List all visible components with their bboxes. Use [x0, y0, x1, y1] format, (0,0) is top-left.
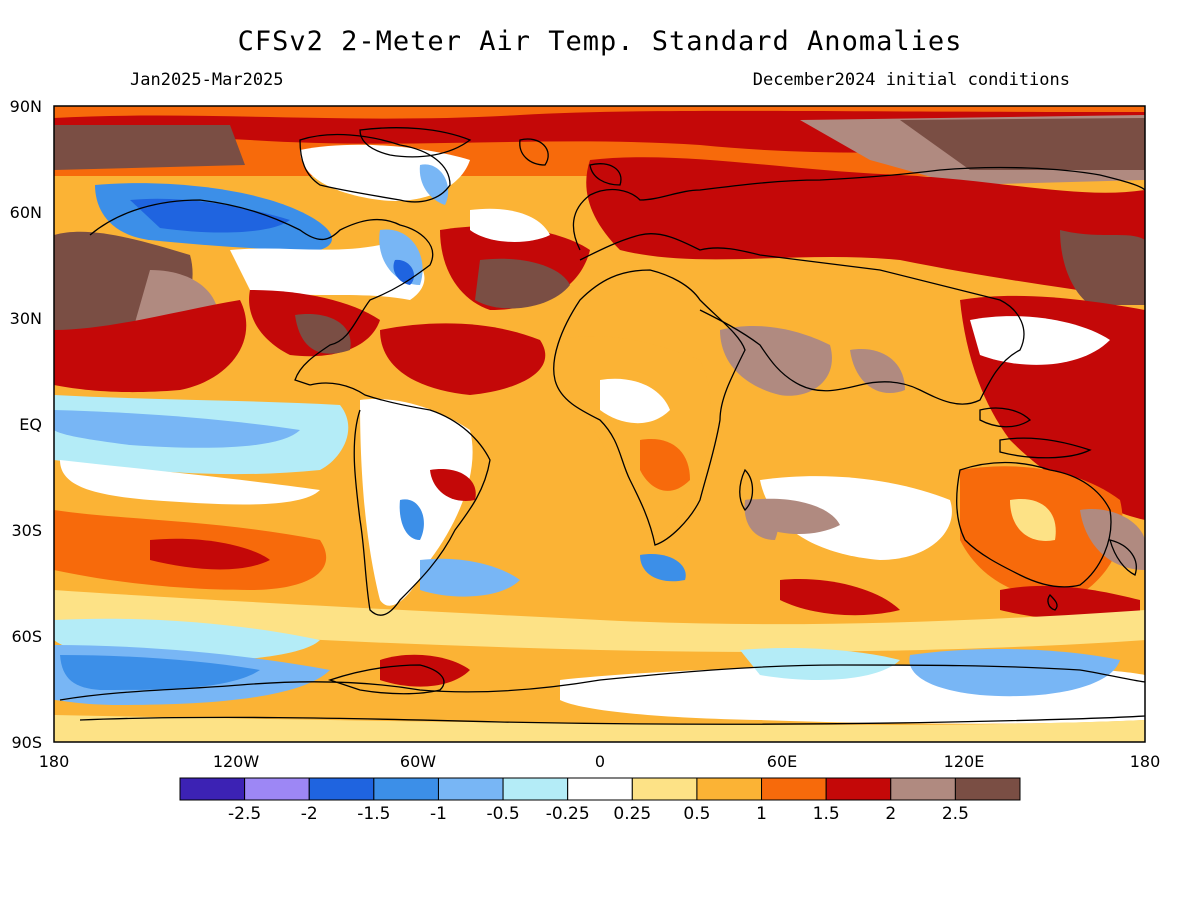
colorbar-swatch	[696, 777, 763, 801]
colorbar-swatch	[502, 777, 569, 801]
colorbar-swatch	[308, 777, 375, 801]
lat-label: 90N	[10, 97, 42, 116]
lat-label: 30S	[11, 521, 42, 540]
lon-label: 60E	[767, 752, 797, 771]
colorbar-swatch	[244, 777, 310, 801]
colorbar-label: -2	[301, 804, 318, 824]
map-frame	[53, 105, 1146, 743]
lon-label: 180	[39, 752, 70, 771]
longitude-labels: 180 120W 60W 0 60E 120E 180	[39, 752, 1161, 771]
colorbar-swatch	[761, 777, 827, 801]
colorbar-swatch	[890, 777, 956, 801]
coastlines	[59, 127, 1145, 725]
lon-label: 120W	[213, 752, 260, 771]
colorbar-label: -0.25	[546, 804, 590, 824]
colorbar-label: -1.5	[357, 804, 390, 824]
lat-label: 60S	[11, 627, 42, 646]
lat-label: 90S	[11, 733, 42, 752]
lon-label: 120E	[944, 752, 985, 771]
colorbar-label: 1.5	[813, 804, 840, 824]
anomaly-field	[54, 106, 1145, 742]
forecast-period: Jan2025-Mar2025	[130, 70, 284, 90]
colorbar-label: -1	[430, 804, 447, 824]
colorbar-swatch	[631, 777, 698, 801]
lat-label: EQ	[19, 415, 42, 434]
lat-label: 30N	[10, 309, 42, 328]
colorbar-swatch	[954, 777, 1021, 801]
colorbar-label: 2.5	[942, 804, 969, 824]
colorbar-label: 0.25	[613, 804, 651, 824]
lon-label: 60W	[400, 752, 436, 771]
colorbar-label: 2	[885, 804, 896, 824]
colorbar-swatch	[437, 777, 504, 801]
colorbar-label: 0.5	[683, 804, 710, 824]
colorbar-swatch	[373, 777, 439, 801]
colorbar-label: 1	[756, 804, 767, 824]
colorbar-swatch	[825, 777, 892, 801]
colorbar: -2.5 -2 -1.5 -1 -0.5 -0.25 0.25 0.5 1 1.5 2 2.5	[179, 777, 1021, 824]
colorbar-swatch	[179, 777, 246, 801]
latitude-labels: 90N 60N 30N EQ 30S 60S 90S	[10, 97, 42, 752]
lon-label: 0	[595, 752, 605, 771]
lon-label: 180	[1130, 752, 1161, 771]
lat-label: 60N	[10, 203, 42, 222]
colorbar-swatch	[567, 777, 633, 801]
colorbar-label: -2.5	[228, 804, 261, 824]
initial-conditions: December2024 initial conditions	[752, 70, 1070, 90]
colorbar-label: -0.5	[486, 804, 519, 824]
chart-title: CFSv2 2-Meter Air Temp. Standard Anomali…	[237, 26, 963, 57]
